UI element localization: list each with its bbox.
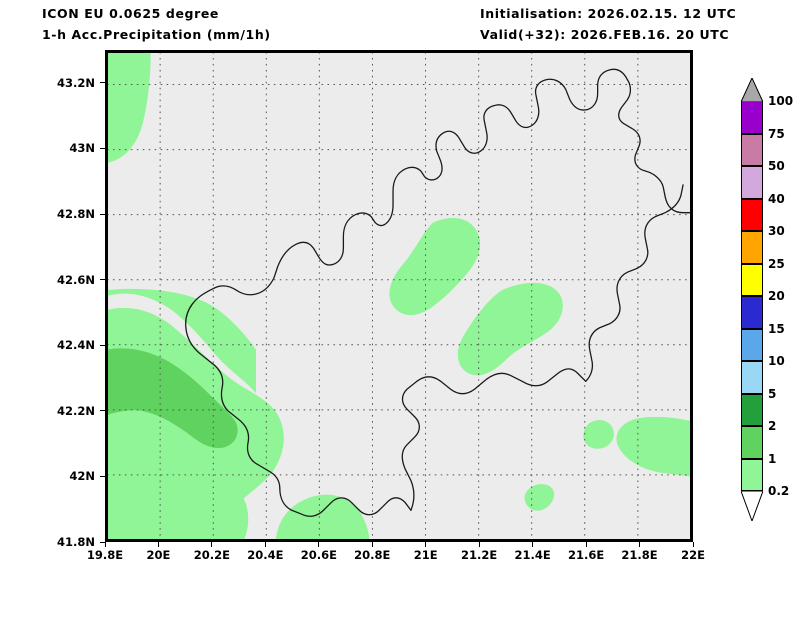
colorbar-band-3 bbox=[741, 361, 763, 394]
colorbar-label-40: 40 bbox=[768, 191, 785, 206]
x-axis-tickmark-7 bbox=[478, 542, 480, 547]
y-axis-tick-6: 43N bbox=[69, 141, 95, 156]
x-axis-tickmark-0 bbox=[104, 542, 106, 547]
y-axis-tickmark-7 bbox=[100, 82, 105, 84]
x-axis-tick-11: 22E bbox=[681, 548, 705, 562]
valid-time: Valid(+32): 2026.FEB.16. 20 UTC bbox=[480, 27, 730, 42]
colorbar-label-100: 100 bbox=[768, 94, 794, 108]
precip-area-east bbox=[457, 282, 563, 376]
y-axis-tickmark-5 bbox=[100, 213, 105, 215]
precip-area-west2 bbox=[107, 288, 256, 394]
x-axis-tickmark-2 bbox=[211, 542, 213, 547]
y-axis-tick-1: 42N bbox=[69, 469, 95, 484]
colorbar-label-5: 5 bbox=[768, 386, 777, 401]
precip-area-far-east bbox=[616, 416, 691, 477]
colorbar-band-7 bbox=[741, 231, 763, 264]
colorbar-label-2: 2 bbox=[768, 419, 777, 433]
colorbar-label-25: 25 bbox=[768, 256, 785, 271]
colorbar-band-2 bbox=[741, 393, 763, 426]
y-axis-tickmark-6 bbox=[100, 147, 105, 149]
colorbar-under-arrow bbox=[740, 490, 764, 523]
x-axis-tick-5: 20.8E bbox=[354, 548, 391, 562]
precip-area-nw bbox=[107, 52, 151, 164]
x-axis-tickmark-5 bbox=[371, 542, 373, 547]
colorbar-label-10: 10 bbox=[768, 354, 785, 368]
precip-area-west-heavy bbox=[107, 348, 238, 449]
field-title: 1-h Acc.Precipitation (mm/1h) bbox=[42, 27, 271, 42]
x-axis-tickmark-4 bbox=[318, 542, 320, 547]
y-axis-tick-0: 41.8N bbox=[57, 535, 95, 549]
colorbar-label-50: 50 bbox=[768, 159, 785, 173]
x-axis-tick-8: 21.4E bbox=[514, 548, 551, 562]
y-axis-tick-5: 42.8N bbox=[57, 207, 95, 221]
gridlines bbox=[107, 52, 691, 540]
y-axis-tickmark-3 bbox=[100, 344, 105, 346]
x-axis-tickmark-1 bbox=[157, 542, 159, 547]
x-axis-tick-1: 20E bbox=[146, 548, 171, 562]
initialisation-time: Initialisation: 2026.02.15. 12 UTC bbox=[480, 6, 737, 21]
x-axis-tick-2: 20.2E bbox=[193, 548, 231, 562]
colorbar-over-arrow bbox=[740, 76, 764, 103]
precip-area-east-dot bbox=[583, 420, 614, 449]
x-axis-tick-0: 19.8E bbox=[86, 548, 124, 562]
x-axis-tickmark-6 bbox=[425, 542, 427, 547]
x-axis-tickmark-11 bbox=[692, 542, 694, 547]
colorbar-band-11 bbox=[741, 101, 763, 134]
x-axis-tick-6: 21E bbox=[413, 548, 438, 562]
colorbar-band-5 bbox=[741, 296, 763, 329]
colorbar-band-9 bbox=[741, 166, 763, 199]
colorbar-band-8 bbox=[741, 198, 763, 231]
colorbar-band-10 bbox=[741, 133, 763, 166]
y-axis-tick-4: 42.6N bbox=[57, 272, 95, 287]
x-axis-tickmark-8 bbox=[532, 542, 534, 547]
y-axis-tickmark-1 bbox=[100, 475, 105, 477]
colorbar bbox=[741, 101, 763, 491]
colorbar-label-20: 20 bbox=[768, 289, 785, 303]
precip-area-southwest2 bbox=[181, 478, 249, 540]
colorbar-label-0-2: 0.2 bbox=[768, 484, 790, 498]
colorbar-band-0 bbox=[741, 458, 763, 491]
colorbar-band-1 bbox=[741, 426, 763, 459]
colorbar-label-30: 30 bbox=[768, 224, 785, 238]
y-axis-tick-7: 43.2N bbox=[57, 75, 95, 90]
x-axis-tick-7: 21.2E bbox=[461, 548, 498, 562]
colorbar-band-6 bbox=[741, 263, 763, 296]
colorbar-label-75: 75 bbox=[768, 126, 785, 141]
colorbar-label-1: 1 bbox=[768, 451, 777, 466]
precip-area-central bbox=[389, 217, 481, 316]
x-axis-tickmark-9 bbox=[585, 542, 587, 547]
precipitation-map bbox=[105, 50, 693, 542]
x-axis-tick-3: 20.4E bbox=[247, 548, 284, 562]
x-axis-tick-10: 21.8E bbox=[621, 548, 658, 562]
x-axis-tick-9: 21.6E bbox=[567, 548, 605, 562]
precip-shading bbox=[107, 52, 691, 540]
colorbar-label-15: 15 bbox=[768, 321, 785, 336]
y-axis-tickmark-4 bbox=[100, 279, 105, 281]
x-axis-tick-4: 20.6E bbox=[300, 548, 337, 562]
y-axis-tickmark-0 bbox=[100, 541, 105, 543]
precip-area-southwest bbox=[275, 494, 370, 540]
y-axis-tickmark-2 bbox=[100, 410, 105, 412]
y-axis-tick-3: 42.4N bbox=[57, 338, 95, 353]
country-border bbox=[185, 68, 691, 517]
x-axis-tickmark-3 bbox=[264, 542, 266, 547]
precip-area-south-dot bbox=[524, 484, 555, 511]
y-axis-tick-2: 42.2N bbox=[57, 403, 95, 418]
model-title: ICON EU 0.0625 degree bbox=[42, 6, 219, 21]
x-axis-tickmark-10 bbox=[639, 542, 641, 547]
colorbar-band-4 bbox=[741, 328, 763, 361]
